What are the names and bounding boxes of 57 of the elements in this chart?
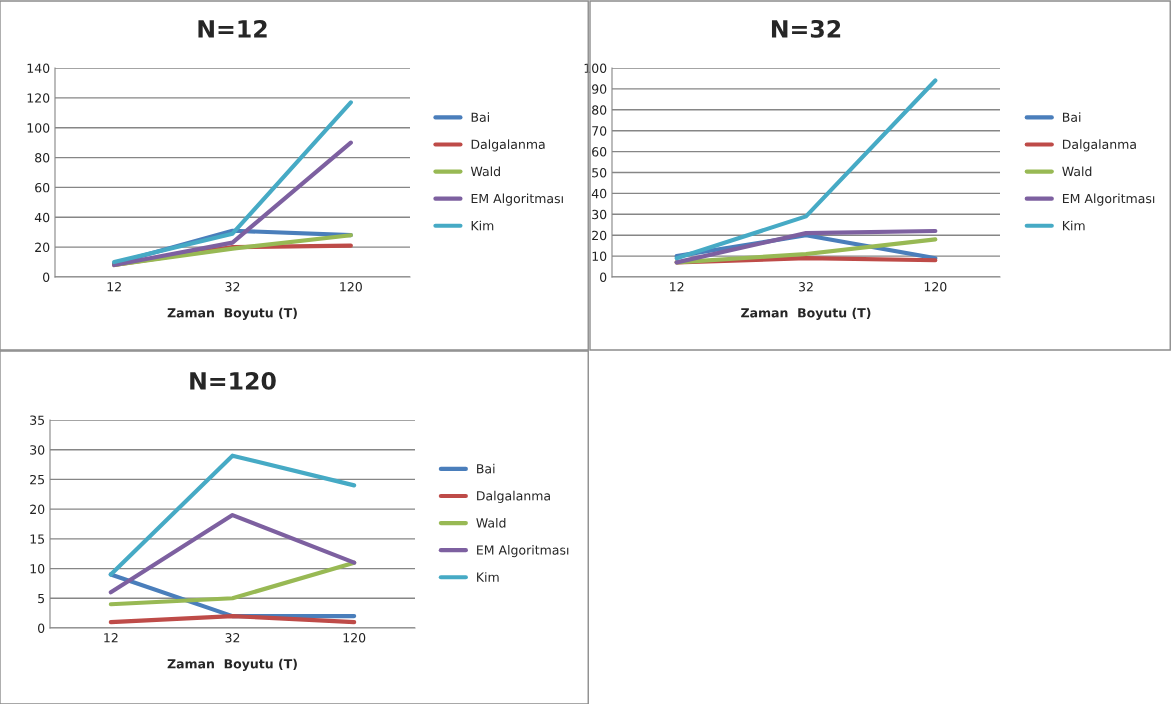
- legend-label: EM Algoritması: [477, 545, 569, 558]
- x-axis-title: Zaman Boyutu (T): [167, 658, 297, 672]
- y-tick-label: 90: [592, 84, 607, 94]
- y-tick-label: 25: [30, 474, 45, 485]
- x-tick-label: 32: [225, 633, 240, 643]
- legend-label: Kim: [1063, 220, 1085, 231]
- legend-label: Kim: [477, 572, 499, 582]
- y-tick-label: 35: [30, 415, 45, 425]
- legend-label: EM Algoritması: [471, 193, 563, 206]
- y-tick-label: 40: [34, 212, 50, 223]
- y-tick-label: 80: [592, 105, 607, 115]
- legend-label: Kim: [471, 220, 494, 231]
- y-tick-label: 20: [35, 242, 50, 253]
- legend-label: Bai: [471, 112, 489, 122]
- y-tick-label: 20: [592, 230, 607, 241]
- y-tick-label: 0: [600, 272, 607, 282]
- legend-label: Wald: [1062, 166, 1092, 177]
- y-tick-label: 100: [27, 123, 50, 133]
- x-tick-label: 12: [670, 282, 684, 292]
- y-tick-label: 60: [592, 147, 607, 157]
- legend-label: Dalgalanma: [1063, 139, 1136, 152]
- legend-label: Dalgalanma: [471, 139, 545, 152]
- chart-title: N=32: [771, 19, 841, 38]
- y-tick-label: 40: [591, 188, 607, 199]
- legend-label: Bai: [1063, 112, 1081, 122]
- x-tick-label: 32: [799, 282, 813, 292]
- x-tick-label: 12: [107, 282, 121, 292]
- chart-title: N=12: [198, 19, 267, 38]
- legend-label: Wald: [476, 517, 506, 528]
- y-tick-label: 0: [43, 272, 50, 282]
- y-tick-label: 0: [38, 623, 45, 633]
- x-axis-title: Zaman Boyutu (T): [741, 307, 871, 321]
- y-tick-label: 80: [35, 153, 50, 163]
- legend-label: EM Algoritması: [1063, 193, 1155, 206]
- x-tick-label: 32: [225, 282, 240, 292]
- y-tick-label: 140: [27, 63, 50, 73]
- y-tick-label: 100: [584, 63, 607, 73]
- y-tick-label: 70: [592, 126, 607, 136]
- x-tick-label: 12: [104, 633, 118, 643]
- y-tick-label: 50: [592, 167, 607, 178]
- y-tick-label: 120: [27, 93, 50, 103]
- x-tick-label: 120: [343, 633, 366, 643]
- y-tick-label: 15: [30, 534, 45, 544]
- y-tick-label: 30: [30, 445, 45, 455]
- x-tick-label: 120: [924, 282, 947, 292]
- y-tick-label: 60: [35, 182, 50, 193]
- y-tick-label: 5: [38, 593, 45, 604]
- legend-label: Dalgalanma: [477, 490, 550, 503]
- x-tick-label: 120: [340, 282, 362, 292]
- legend-label: Wald: [470, 166, 500, 177]
- y-tick-label: 20: [30, 504, 45, 515]
- y-tick-label: 10: [592, 251, 607, 262]
- y-tick-label: 30: [592, 209, 607, 220]
- y-tick-label: 10: [30, 564, 45, 574]
- legend-label: Bai: [477, 463, 495, 474]
- x-axis-title: Zaman Boyutu (T): [167, 307, 297, 321]
- chart-title: N=120: [190, 371, 276, 390]
